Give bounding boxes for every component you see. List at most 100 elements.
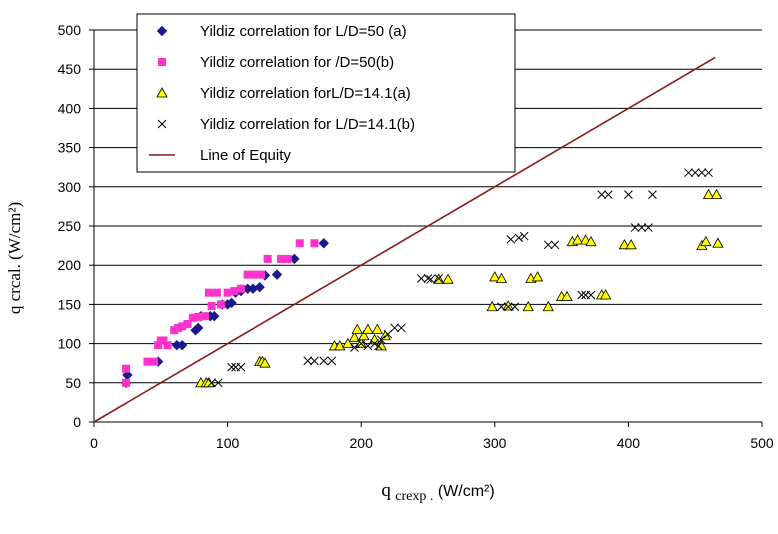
series-4 [93,56,716,423]
data-point [416,274,426,283]
data-point [396,323,406,333]
data-point [342,337,354,349]
data-point [204,288,213,297]
y-tick-label: 200 [58,257,82,273]
data-point [303,356,313,366]
data-point [213,378,223,388]
y-axis-label: q crcal. (W/cm²) [5,202,24,314]
data-point [188,313,197,322]
legend-label: Yildiz correlation for /D=50(b) [200,54,394,71]
data-point [604,190,613,199]
data-point [194,312,203,321]
data-point [356,339,366,348]
data-point [207,301,216,310]
legend-swatch [158,58,166,66]
x-tick-label: 0 [90,435,98,451]
legend-label: Line of Equity [200,147,291,164]
x-axis-label-sub: crexp . [395,489,433,504]
data-point [700,235,712,247]
x-axis-label-unit: (W/cm²) [438,483,495,500]
data-point [624,190,633,199]
data-point [277,254,286,263]
x-tick-label: 100 [216,435,240,451]
y-tick-label: 350 [58,140,82,156]
data-point [310,239,319,248]
data-point [318,238,329,249]
data-point [319,356,329,366]
data-point [363,341,373,351]
data-point [159,336,168,345]
data-point [223,288,232,297]
data-point [150,357,159,366]
data-point [585,235,597,247]
data-point [212,288,221,297]
y-tick-label: 250 [58,218,82,234]
data-point [370,339,379,348]
data-point [390,323,399,333]
data-point [495,272,508,283]
legend-label: Yildiz correlation forL/D=14.1(a) [200,85,411,102]
data-point [704,168,713,178]
data-point [122,364,131,373]
data-point [230,287,239,296]
legend-box [136,13,516,173]
data-point [227,362,236,372]
data-point [170,326,179,335]
data-point [183,320,192,328]
series-2 [195,188,724,388]
data-point [486,300,498,312]
legend-label: Yildiz correlation for L/D=50 (a) [200,23,407,40]
data-point [697,168,707,178]
data-point [702,188,715,200]
data-point [542,300,554,312]
y-tick-label: 0 [73,414,81,430]
data-point [543,240,553,250]
y-tick-label: 400 [58,100,82,116]
x-tick-label: 300 [483,435,507,451]
data-point [510,302,520,312]
data-point [348,331,361,342]
data-point [310,356,319,366]
data-point [630,223,640,232]
data-point [644,223,653,232]
data-point [684,168,693,178]
data-point [522,300,534,312]
data-point [503,302,513,312]
data-point [376,335,386,345]
x-axis-label-main: q [381,480,391,501]
data-point [259,357,271,368]
x-tick-label: 500 [750,435,774,451]
data-point [207,378,216,388]
y-tick-label: 100 [58,336,82,352]
data-point [506,234,516,244]
data-point [209,310,220,322]
axes [89,29,763,427]
y-tick-labels: 0 50 100 150 200 250 300 350 400 450 500 [58,22,82,430]
data-point [489,271,501,282]
data-point [351,323,363,334]
legend-label: Yildiz correlation for L/D=14.1(b) [200,116,415,133]
data-point [236,284,245,293]
data-point [358,329,370,341]
data-point [283,254,292,263]
data-point [710,188,723,200]
data-point [174,323,183,332]
data-point [271,269,283,280]
data-point [226,297,237,309]
data-point [143,357,152,366]
data-point [625,238,637,250]
data-point [571,234,584,245]
y-tick-label: 450 [58,61,82,77]
x-tick-label: 400 [617,435,641,451]
data-point [434,274,444,283]
data-point [163,341,172,350]
data-point [586,290,596,300]
data-point [154,341,163,350]
plot-area [93,56,724,423]
data-point [550,240,560,250]
data-point [597,190,607,199]
series-1 [122,239,319,387]
data-point [426,274,436,284]
data-point [519,231,529,241]
